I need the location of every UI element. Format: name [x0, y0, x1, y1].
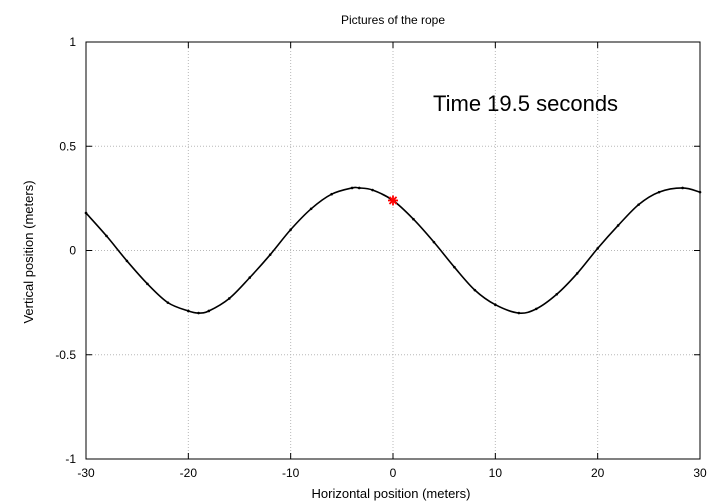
highlight-point	[388, 195, 398, 206]
rope-point	[197, 311, 200, 315]
rope-point	[357, 186, 361, 190]
rope-point	[575, 272, 579, 275]
rope-point	[125, 259, 129, 263]
rope-point	[227, 297, 231, 300]
rope-point	[268, 253, 272, 256]
rope-point	[105, 234, 108, 238]
x-axis-title: Horizontal position (meters)	[312, 486, 471, 501]
rope-series	[84, 186, 702, 315]
rope-point	[187, 309, 190, 313]
plot-frame	[85, 41, 701, 460]
rope-point	[166, 301, 170, 304]
rope-point	[309, 207, 313, 211]
x-tick-label: -20	[180, 466, 198, 480]
x-tick-label: -30	[77, 466, 95, 480]
rope-point	[555, 292, 559, 296]
y-axis-title: Vertical position (meters)	[21, 180, 36, 323]
rope-point	[517, 311, 521, 315]
grid-lines	[86, 42, 700, 459]
red-star-marker	[388, 195, 398, 206]
rope-point	[453, 265, 456, 269]
x-tick-label: 10	[489, 466, 503, 480]
rope-point	[330, 192, 333, 196]
rope-point	[289, 228, 292, 231]
rope-point	[473, 288, 477, 292]
rope-point	[371, 188, 374, 192]
star-stroke	[388, 196, 398, 205]
rope-point	[146, 282, 149, 286]
x-tick-label: 20	[591, 466, 605, 480]
rope-point	[681, 186, 684, 190]
time-annotation: Time 19.5 seconds	[433, 91, 618, 116]
y-tick-label: 0.5	[59, 139, 76, 153]
y-tick-label: 0	[69, 244, 76, 258]
x-tick-label: 30	[693, 466, 707, 480]
y-tick-label: -1	[65, 452, 76, 466]
rope-point	[350, 186, 354, 190]
rope-point	[494, 303, 497, 307]
y-tick-label: -0.5	[55, 348, 76, 362]
chart-title: Pictures of the rope	[341, 13, 445, 27]
rope-point	[412, 217, 415, 221]
x-tick-labels: -30 -20 -10 0 10 20 30	[77, 466, 707, 480]
rope-point	[534, 307, 538, 311]
rope-point	[637, 203, 640, 206]
rope-point	[596, 247, 599, 250]
x-tick-label: 0	[390, 466, 397, 480]
rope-point	[248, 276, 252, 279]
y-tick-label: 1	[69, 35, 76, 49]
y-tick-labels: -1 -0.5 0 0.5 1	[55, 35, 76, 466]
rope-point	[616, 224, 620, 227]
x-tick-label: -10	[282, 466, 300, 480]
rope-point	[432, 240, 436, 244]
rope-point	[207, 309, 211, 313]
rope-point	[657, 190, 661, 194]
